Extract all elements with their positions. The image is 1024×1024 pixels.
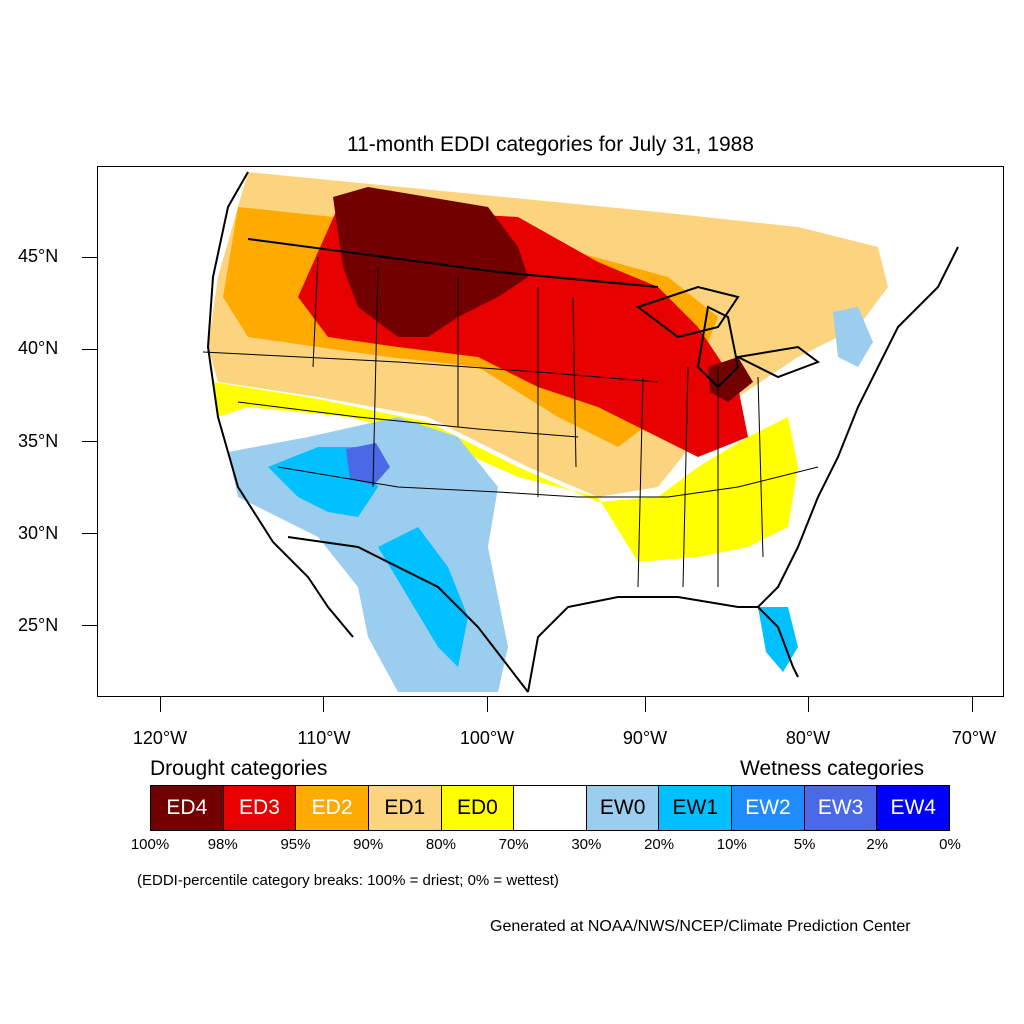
category-legend-bar: ED4 ED3 ED2 ED1 ED0 EW0 EW1 EW2 EW3 EW4 — [150, 785, 950, 831]
lon-label-110: 110°W — [297, 728, 351, 748]
legend-cell-ed0: ED0 — [441, 786, 515, 830]
map-plot-area — [97, 166, 1004, 697]
lat-tick — [82, 257, 97, 258]
legend-cell-ew2: EW2 — [732, 786, 805, 830]
lon-label-70: 70°W — [951, 728, 997, 748]
coastline — [206, 171, 959, 693]
legend-cell-ew4: EW4 — [877, 786, 950, 830]
lon-tick — [160, 697, 161, 712]
percentile-break-label: 20% — [644, 836, 675, 853]
lon-tick — [323, 697, 324, 712]
lat-label-35: 35°N — [18, 431, 59, 451]
lat-tick — [82, 349, 97, 350]
lat-label-40: 40°N — [18, 338, 59, 358]
percentile-break-label: 100% — [130, 836, 170, 853]
lat-tick — [82, 441, 97, 442]
legend-cell-ew1: EW1 — [659, 786, 733, 830]
region-ew3-colorado — [346, 443, 390, 485]
lon-tick — [808, 697, 809, 712]
lat-tick — [82, 533, 97, 534]
percentile-break-label: 70% — [498, 836, 529, 853]
percentile-break-label: 95% — [280, 836, 311, 853]
percentile-break-label: 0% — [939, 836, 961, 853]
lon-tick — [487, 697, 488, 712]
lon-label-100: 100°W — [459, 728, 515, 748]
legend-cell-ew0: EW0 — [586, 786, 660, 830]
eddi-map — [202, 171, 959, 693]
percentile-break-label: 30% — [571, 836, 602, 853]
percentile-break-label: 98% — [207, 836, 238, 853]
legend-cell-ed3: ED3 — [223, 786, 297, 830]
wetness-categories-heading: Wetness categories — [740, 757, 925, 780]
lat-label-30: 30°N — [18, 523, 59, 543]
lat-tick — [82, 625, 97, 626]
percentile-break-label: 80% — [425, 836, 456, 853]
lon-label-90: 90°W — [622, 728, 668, 748]
region-ed0-fringe — [213, 382, 798, 562]
region-ew0-northeast — [833, 307, 873, 367]
map-title: 11-month EDDI categories for July 31, 19… — [347, 133, 754, 156]
category-regions — [208, 172, 888, 692]
lon-label-120: 120°W — [132, 728, 188, 748]
legend-cell-neutral — [514, 786, 587, 830]
percentile-break-label: 5% — [793, 836, 816, 853]
legend-cell-ed2: ED2 — [296, 786, 369, 830]
lat-label-25: 25°N — [18, 615, 59, 635]
drought-categories-heading: Drought categories — [150, 757, 328, 780]
region-ed4-north-plains — [333, 187, 528, 337]
percentile-break-label: 2% — [866, 836, 889, 853]
credit-line: Generated at NOAA/NWS/NCEP/Climate Predi… — [490, 918, 911, 935]
lon-tick — [972, 697, 973, 712]
legend-cell-ed1: ED1 — [368, 786, 442, 830]
category-breaks-note: (EDDI-percentile category breaks: 100% =… — [137, 872, 559, 889]
legend-cell-ew3: EW3 — [804, 786, 878, 830]
percentile-break-label: 90% — [353, 836, 384, 853]
region-ed4-ohio — [708, 357, 753, 402]
percentile-break-label: 10% — [716, 836, 747, 853]
lon-label-80: 80°W — [785, 728, 831, 748]
region-ew1-southwest — [268, 447, 468, 667]
legend-cell-ed4: ED4 — [151, 786, 224, 830]
lat-label-45: 45°N — [18, 246, 59, 266]
lon-tick — [645, 697, 646, 712]
